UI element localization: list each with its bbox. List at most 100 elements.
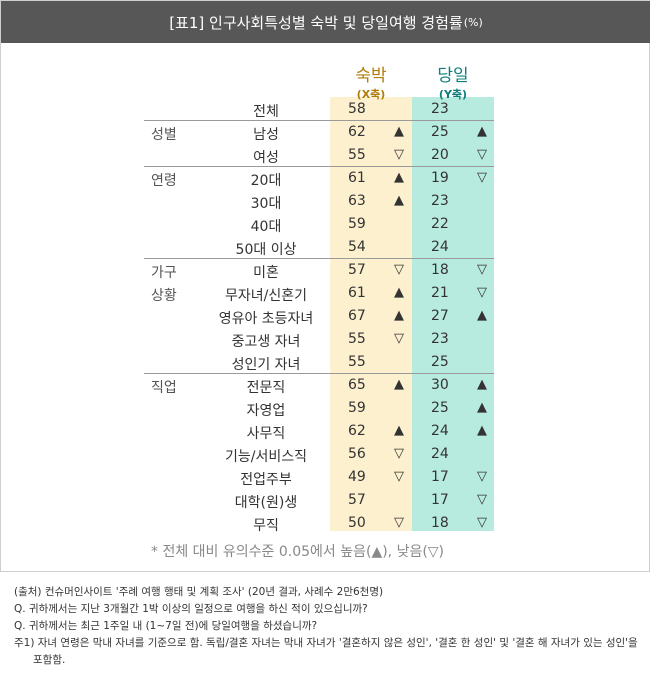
stay-value: 62 — [348, 423, 366, 439]
daytrip-significance-mark: ▲ — [477, 377, 487, 392]
stay-column-axis: (X축) — [356, 88, 386, 101]
table-row: 사무직 62 ▲ 24 ▲ — [1, 420, 650, 443]
stay-significance-mark: ▽ — [394, 147, 404, 162]
daytrip-value: 17 — [431, 469, 449, 485]
note-question-2: Q. 귀하께서는 최근 1주일 내 (1~7일 전)에 당일여행을 하셨습니까? — [14, 620, 318, 632]
table-row: 40대 59 22 — [1, 213, 650, 236]
daytrip-value: 17 — [431, 492, 449, 508]
stay-value: 59 — [348, 216, 366, 232]
row-label: 전문직 — [246, 380, 286, 396]
daytrip-value: 24 — [431, 446, 449, 462]
daytrip-value: 23 — [431, 193, 449, 209]
daytrip-value: 19 — [431, 170, 449, 186]
row-label: 성인기 자녀 — [231, 357, 301, 373]
daytrip-significance-mark: ▽ — [477, 492, 487, 507]
table-row: 전업주부 49 ▽ 17 ▽ — [1, 466, 650, 489]
table-row: 30대 63 ▲ 23 — [1, 190, 650, 213]
table-row: 성별 남성 62 ▲ 25 ▲ — [1, 121, 650, 144]
stay-value: 59 — [348, 400, 366, 416]
daytrip-column-header: 당일 (Y축) — [412, 61, 494, 102]
group-divider — [144, 258, 494, 259]
table-row: 무직 50 ▽ 18 ▽ — [1, 512, 650, 535]
stay-significance-mark: ▲ — [394, 377, 404, 392]
daytrip-significance-mark: ▲ — [477, 400, 487, 415]
row-label: 전체 — [253, 104, 279, 120]
stay-value: 61 — [348, 285, 366, 301]
row-label: 남성 — [253, 127, 279, 143]
row-label: 중고생 자녀 — [231, 334, 301, 350]
daytrip-value: 27 — [431, 308, 449, 324]
stay-significance-mark: ▲ — [394, 285, 404, 300]
stay-significance-mark: ▽ — [394, 331, 404, 346]
row-label: 무직 — [253, 518, 279, 534]
table-card: [표1] 인구사회특성별 숙박 및 당일여행 경험률 (%) 숙박 (X축) 당일… — [0, 0, 650, 572]
table-row: 상황 무자녀/신혼기 61 ▲ 21 ▽ — [1, 282, 650, 305]
note-1-continued: 포함함. — [33, 654, 66, 666]
daytrip-significance-mark: ▽ — [477, 147, 487, 162]
daytrip-significance-mark: ▲ — [477, 124, 487, 139]
row-label: 50대 이상 — [235, 242, 297, 258]
row-label: 대학(원)생 — [234, 495, 298, 511]
table-row: 성인기 자녀 55 25 — [1, 351, 650, 374]
table-row: 중고생 자녀 55 ▽ 23 — [1, 328, 650, 351]
table-row: 전체 58 23 — [1, 98, 650, 121]
row-label: 기능/서비스직 — [225, 449, 307, 465]
daytrip-value: 24 — [431, 239, 449, 255]
table-row: 가구 미혼 57 ▽ 18 ▽ — [1, 259, 650, 282]
daytrip-value: 25 — [431, 354, 449, 370]
table-row: 대학(원)생 57 17 ▽ — [1, 489, 650, 512]
table-row: 직업 전문직 65 ▲ 30 ▲ — [1, 374, 650, 397]
stay-value: 56 — [348, 446, 366, 462]
daytrip-significance-mark: ▽ — [477, 515, 487, 530]
daytrip-value: 20 — [431, 147, 449, 163]
row-label: 자영업 — [246, 403, 286, 419]
daytrip-value: 22 — [431, 216, 449, 232]
stay-value: 55 — [348, 331, 366, 347]
table-unit: (%) — [463, 15, 483, 29]
stay-significance-mark: ▽ — [394, 446, 404, 461]
significance-footnote: * 전체 대비 유의수준 0.05에서 높음(▲), 낮음(▽) — [151, 544, 445, 560]
stay-column-header: 숙박 (X축) — [330, 61, 412, 102]
daytrip-value: 23 — [431, 331, 449, 347]
stay-value: 58 — [348, 101, 366, 117]
table-row: 기능/서비스직 56 ▽ 24 — [1, 443, 650, 466]
note-source: (출처) 컨슈머인사이트 '주례 여행 행태 및 계획 조사' (20년 결과,… — [14, 586, 384, 598]
stay-value: 49 — [348, 469, 366, 485]
daytrip-value: 24 — [431, 423, 449, 439]
stay-value: 50 — [348, 515, 366, 531]
table-row: 영유아 초등자녀 67 ▲ 27 ▲ — [1, 305, 650, 328]
daytrip-value: 18 — [431, 262, 449, 278]
table-row: 자영업 59 25 ▲ — [1, 397, 650, 420]
stay-significance-mark: ▲ — [394, 124, 404, 139]
stay-value: 63 — [348, 193, 366, 209]
table-row: 연령 20대 61 ▲ 19 ▽ — [1, 167, 650, 190]
stay-significance-mark: ▲ — [394, 170, 404, 185]
daytrip-value: 25 — [431, 400, 449, 416]
stay-column-background — [330, 97, 412, 531]
stay-significance-mark: ▲ — [394, 193, 404, 208]
row-label: 사무직 — [246, 426, 286, 442]
table-row: 50대 이상 54 24 — [1, 236, 650, 259]
daytrip-significance-mark: ▽ — [477, 285, 487, 300]
stay-value: 62 — [348, 124, 366, 140]
row-label: 40대 — [250, 219, 282, 235]
stay-value: 67 — [348, 308, 366, 324]
group-divider — [144, 166, 494, 167]
daytrip-column-axis: (Y축) — [438, 88, 468, 101]
group-divider — [144, 373, 494, 374]
daytrip-value: 25 — [431, 124, 449, 140]
row-label: 20대 — [250, 173, 282, 189]
daytrip-value: 30 — [431, 377, 449, 393]
daytrip-significance-mark: ▲ — [477, 308, 487, 323]
row-label: 전업주부 — [240, 472, 292, 488]
stay-value: 61 — [348, 170, 366, 186]
daytrip-significance-mark: ▲ — [477, 423, 487, 438]
daytrip-column-name: 당일 — [437, 66, 469, 86]
row-label: 영유아 초등자녀 — [218, 311, 314, 327]
stay-value: 54 — [348, 239, 366, 255]
row-group: 연령 — [151, 173, 177, 189]
stay-value: 55 — [348, 147, 366, 163]
daytrip-column-background — [412, 97, 494, 531]
row-label: 여성 — [253, 150, 279, 166]
row-group: 직업 — [151, 380, 177, 396]
